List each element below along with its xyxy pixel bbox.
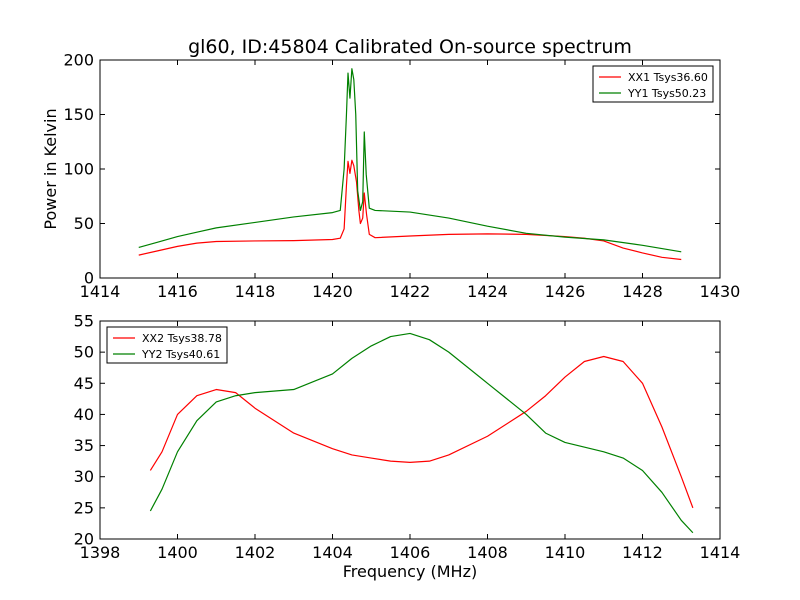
top-subplot: 1414 1416 1418 1420 1422 1424 1426 1428 1430 0 50 1… <box>41 51 740 302</box>
x-tick-label: 1422 <box>390 282 431 301</box>
legend-label: YY2 Tsys40.61 <box>141 348 220 361</box>
x-tick-label: 1418 <box>235 282 276 301</box>
y-tick-label: 25 <box>74 498 94 517</box>
x-tick-label: 1398 <box>80 543 121 562</box>
legend-box <box>592 65 714 103</box>
x-tick-label: 1410 <box>545 543 586 562</box>
y-tick-label: 40 <box>74 405 94 424</box>
series-line-yy <box>149 332 694 534</box>
legend-label: XX2 Tsys38.78 <box>142 332 222 345</box>
y-tick-label: 0 <box>84 269 94 288</box>
series-line-xx <box>149 355 694 509</box>
y-tick-label: 55 <box>74 312 94 331</box>
y-tick-label: 45 <box>74 374 94 393</box>
x-tick-label: 1402 <box>235 543 276 562</box>
x-tick-label: 1430 <box>700 282 741 301</box>
legend: XX1 Tsys36.60 YY1 Tsys50.23 <box>592 65 714 103</box>
x-tick-label: 1414 <box>80 282 121 301</box>
x-tick-label: 1404 <box>312 543 353 562</box>
chart-title: gl60, ID:45804 Calibrated On-source spec… <box>188 36 632 58</box>
x-tick-label: 1424 <box>467 282 508 301</box>
x-tick-label: 1416 <box>157 282 198 301</box>
y-tick-label: 50 <box>74 214 94 233</box>
y-tick-label: 35 <box>74 436 94 455</box>
y-tick-label: 30 <box>74 467 94 486</box>
legend-box <box>106 326 228 364</box>
y-tick-label: 100 <box>63 160 94 179</box>
y-tick-label: 20 <box>74 530 94 549</box>
x-tick-label: 1428 <box>622 282 663 301</box>
x-tick-label: 1412 <box>622 543 663 562</box>
x-tick-label: 1414 <box>700 543 741 562</box>
legend-label: XX1 Tsys36.60 <box>628 71 708 84</box>
x-tick-label: 1408 <box>467 543 508 562</box>
y-axis-label: Power in Kelvin <box>41 108 60 229</box>
series-line-xx <box>138 159 682 261</box>
legend-label: YY1 Tsys50.23 <box>627 87 706 100</box>
bottom-subplot: 1398 1400 1402 1404 1406 1408 1410 1412 1414 20 25… <box>74 312 741 582</box>
series-line-yy <box>138 68 682 253</box>
x-axis-label: Frequency (MHz) <box>343 562 477 581</box>
y-tick-label: 50 <box>74 343 94 362</box>
y-tick-label: 200 <box>63 51 94 70</box>
y-tick-label: 150 <box>63 105 94 124</box>
legend: XX2 Tsys38.78 YY2 Tsys40.61 <box>106 326 228 364</box>
x-tick-label: 1420 <box>312 282 353 301</box>
x-tick-label: 1406 <box>390 543 431 562</box>
x-tick-label: 1400 <box>157 543 198 562</box>
x-tick-label: 1426 <box>545 282 586 301</box>
